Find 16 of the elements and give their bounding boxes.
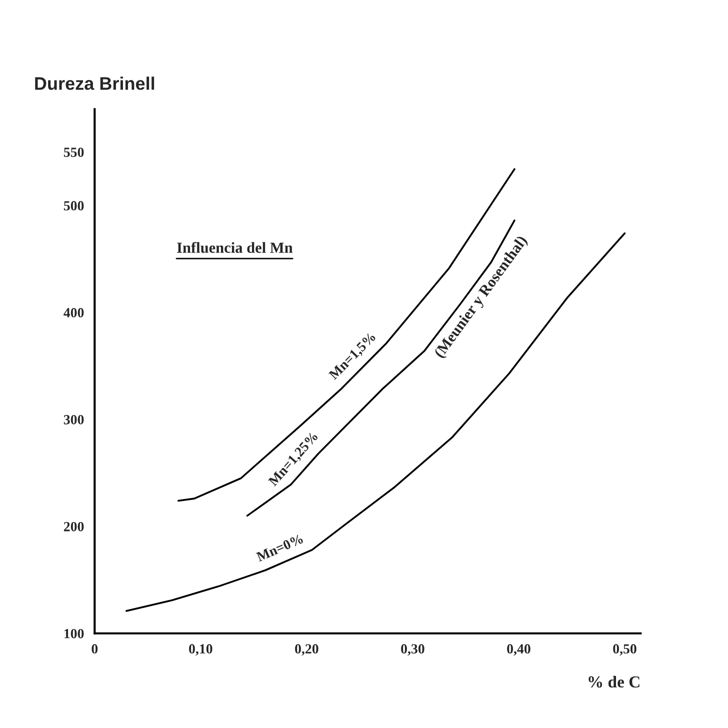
y-tick-label: 300 xyxy=(64,415,84,424)
x-axis-title: % de C xyxy=(588,676,640,688)
y-tick-label: 500 xyxy=(64,201,84,210)
y-tick-label: 550 xyxy=(64,148,84,157)
y-tick-label: 400 xyxy=(64,308,84,318)
x-tick-label: 0,20 xyxy=(295,644,318,656)
x-tick-label: 0,40 xyxy=(507,644,530,656)
y-tick-label: 200 xyxy=(64,522,84,532)
x-tick-label: 0,50 xyxy=(613,644,636,656)
annotation: Influencia del Mn xyxy=(177,242,293,253)
x-tick-label: 0,30 xyxy=(401,644,424,656)
x-tick-label: 0,10 xyxy=(189,644,212,656)
y-axis-title: Dureza Brinell xyxy=(35,76,154,90)
y-tick-label: 100 xyxy=(64,628,84,638)
x-tick-label: 0 xyxy=(92,644,98,654)
line-series xyxy=(126,232,626,612)
